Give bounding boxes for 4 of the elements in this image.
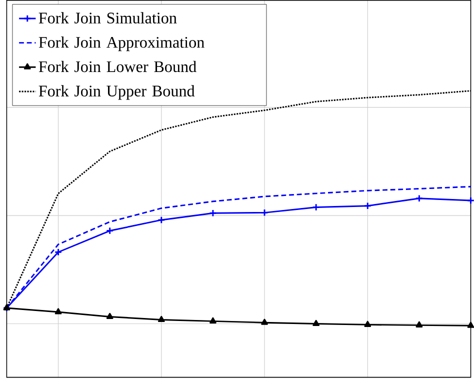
legend-label: Fork Join Upper Bound	[38, 85, 195, 100]
legend-label: Fork Join Approximation	[38, 36, 204, 52]
legend-label: Fork Join Simulation	[38, 12, 177, 24]
legend-label: Fork Join Lower Bound	[38, 60, 196, 72]
